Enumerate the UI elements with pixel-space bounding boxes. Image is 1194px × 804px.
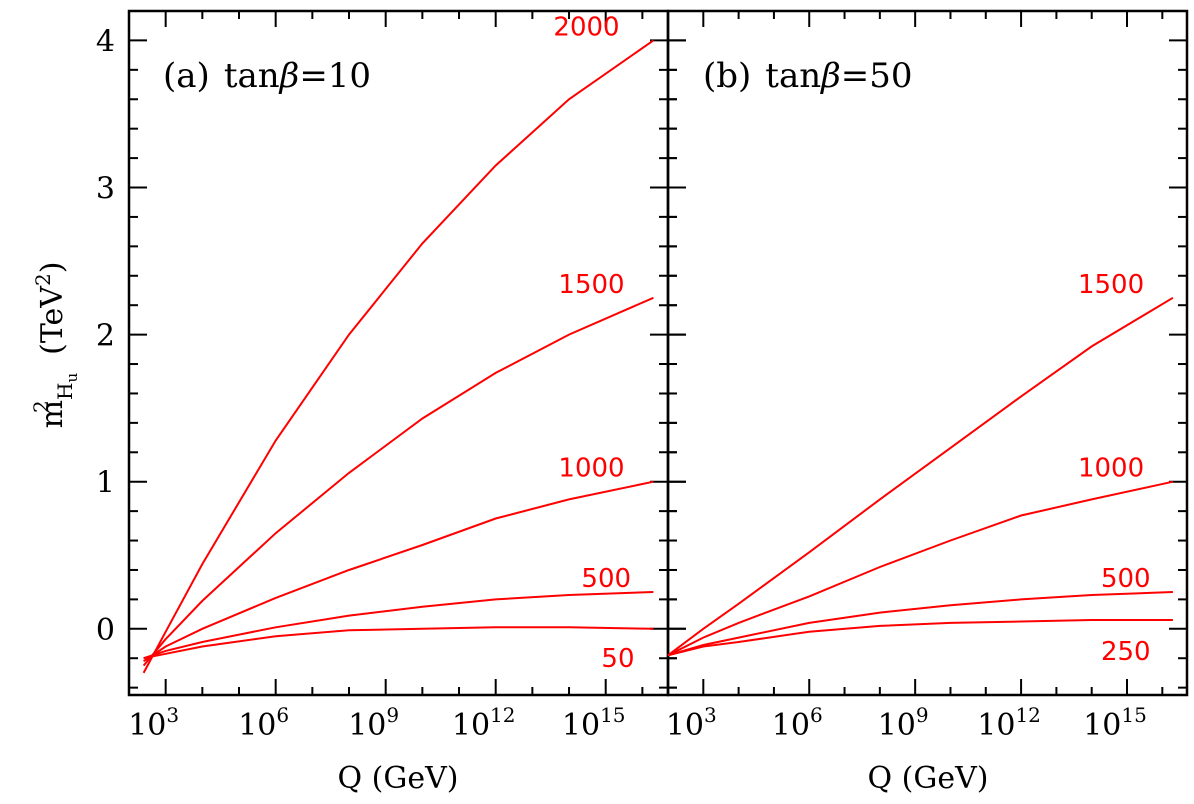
y-tick-label: 1 [96, 466, 115, 501]
panel-a-tan: tan [224, 56, 280, 96]
panel-b-tan: tan [765, 56, 821, 96]
series-line-500 [144, 592, 654, 658]
panel-a-x-tick-labels: 103 106 109 1012 1015 [128, 703, 625, 743]
panel-a-value: =10 [299, 56, 371, 96]
panel-b-x-label: Q (GeV) [868, 761, 989, 796]
panel-b-title: (b) tanβ=50 [703, 56, 913, 96]
panel-b: 1500 1000 500 250 103 106 109 1012 1015 (b) tanβ… [666, 11, 1187, 796]
series-line-1000 [144, 482, 654, 662]
series-label-500: 500 [581, 564, 631, 594]
panel-b-beta: β [819, 56, 841, 96]
y-tick-label: 2 [96, 319, 115, 354]
series-label-2000: 2000 [553, 12, 619, 42]
y-label-sup: 2 [29, 400, 53, 413]
panel-a: 2000 1500 1000 500 50 103 106 109 1012 1015 0 1 2 3… [96, 11, 686, 796]
y-tick-label: 0 [96, 613, 115, 648]
panel-b-x-tick-labels: 103 106 109 1012 1015 [666, 703, 1147, 743]
panel-a-x-label: Q (GeV) [338, 761, 459, 796]
panel-a-y-tick-labels: 0 1 2 3 4 [96, 24, 115, 647]
y-label-units-sup: 2 [31, 273, 55, 286]
series-line-1000 [668, 482, 1173, 656]
x-tick-label: 1012 [452, 703, 516, 743]
x-tick-label: 103 [128, 703, 179, 743]
y-tick-label: 4 [96, 24, 115, 59]
y-axis-label: mHu(TeV2) 2 [29, 262, 81, 429]
series-label-1000: 1000 [1078, 454, 1144, 484]
panel-a-letter: (a) [163, 56, 210, 96]
x-tick-label: 109 [348, 703, 399, 743]
panel-a-beta: β [278, 56, 300, 96]
y-tick-label: 3 [96, 172, 115, 207]
series-label-250: 250 [1101, 637, 1151, 667]
y-label-sub-sub: u [63, 373, 81, 383]
x-tick-label: 1015 [1083, 703, 1147, 743]
x-tick-label: 106 [772, 703, 823, 743]
series-label-1500: 1500 [558, 270, 624, 300]
series-label-50: 50 [601, 644, 634, 674]
panel-a-series-labels: 2000 1500 1000 500 50 [553, 12, 634, 673]
panel-b-value: =50 [841, 56, 913, 96]
series-label-1000: 1000 [558, 454, 624, 484]
series-line-2000 [144, 40, 654, 673]
x-tick-label: 109 [878, 703, 929, 743]
panel-a-title: (a) tanβ=10 [163, 56, 371, 96]
panel-a-curves [144, 40, 654, 673]
y-label-units-close: ) [35, 262, 70, 274]
series-line-50 [144, 627, 654, 658]
x-tick-label: 1015 [562, 703, 626, 743]
panel-b-letter: (b) [703, 56, 751, 96]
series-line-250 [668, 620, 1173, 655]
series-label-500: 500 [1101, 564, 1151, 594]
panel-b-series-labels: 1500 1000 500 250 [1078, 270, 1151, 667]
series-label-1500: 1500 [1078, 270, 1144, 300]
x-tick-label: 106 [238, 703, 289, 743]
y-label-sub-main: H [53, 383, 77, 400]
y-label-units-open: (TeV [35, 285, 70, 355]
x-tick-label: 1012 [977, 703, 1041, 743]
x-tick-label: 103 [666, 703, 717, 743]
